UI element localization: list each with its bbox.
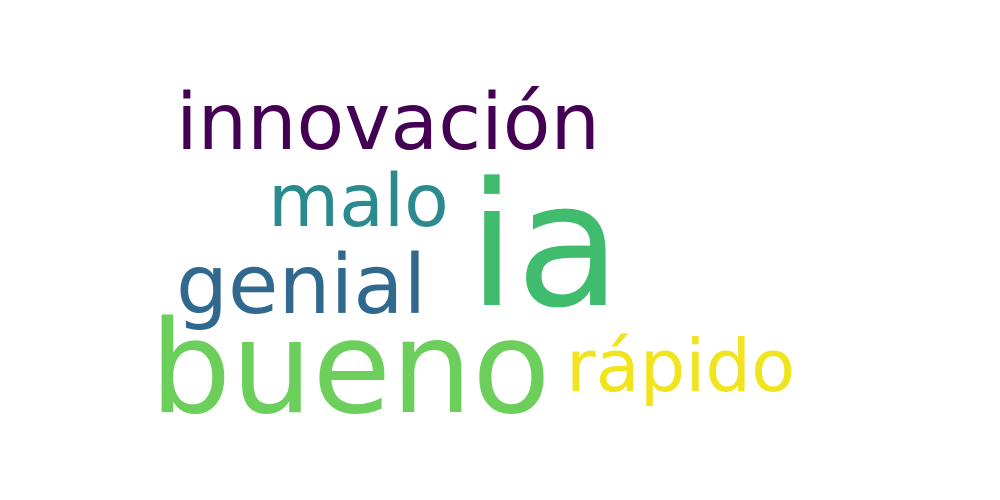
word-malo: malo xyxy=(268,159,449,244)
word-genial: genial xyxy=(176,238,427,333)
word-ia: ia xyxy=(468,145,622,346)
word-bueno: bueno xyxy=(150,294,551,443)
word-rapido: rápido xyxy=(566,324,796,408)
word-innovacion: innovación xyxy=(176,78,600,168)
